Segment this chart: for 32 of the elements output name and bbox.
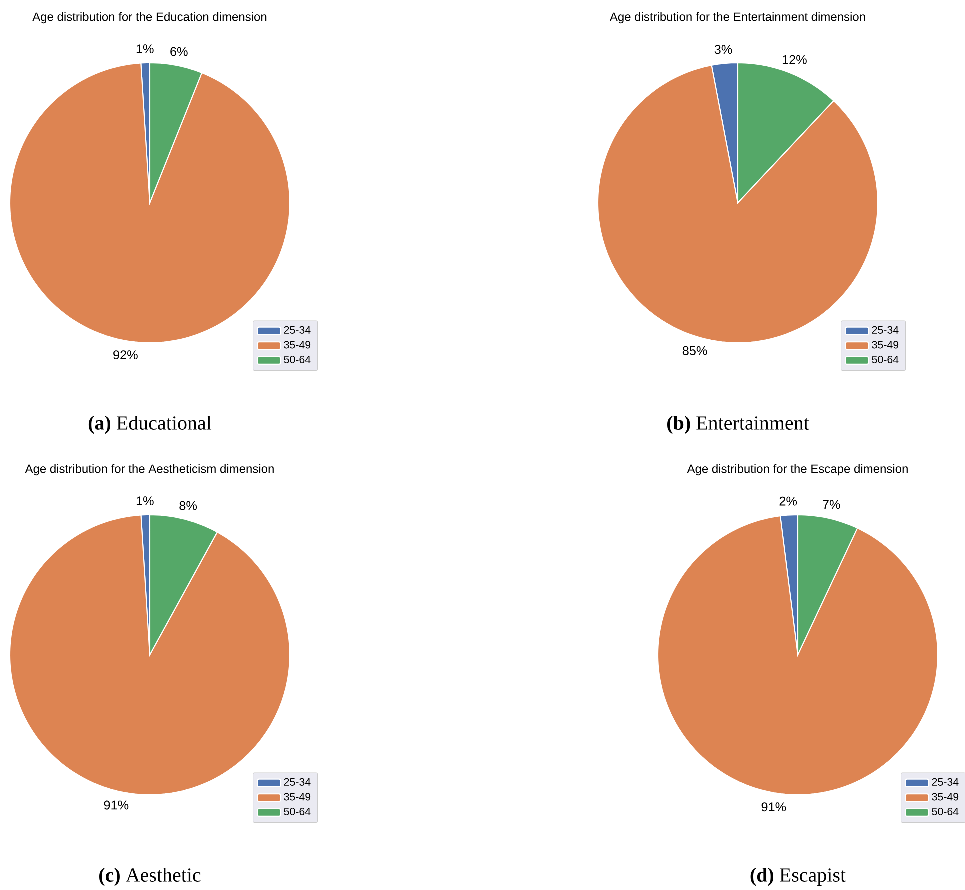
data-label: 12%	[782, 55, 807, 64]
data-label: 6%	[170, 47, 188, 56]
text: (a) Educational	[88, 416, 212, 434]
data-label: 7%	[823, 500, 840, 510]
data-label: 1%	[136, 44, 154, 54]
legend-label: 35-49	[284, 793, 311, 801]
chart-title: Age distribution for the Aestheticism dimension	[25, 464, 274, 476]
data-label: 8%	[180, 501, 198, 510]
legend-label: 35-49	[284, 341, 311, 349]
legend-label: 25-34	[932, 778, 959, 786]
legend-label: 50-64	[872, 356, 899, 364]
data-label: 3%	[714, 45, 732, 54]
data-label: 91%	[104, 800, 129, 810]
data-label: 92%	[114, 350, 138, 360]
chart-title: Age distribution for the Escape dimension	[687, 464, 908, 476]
legend-label: 50-64	[284, 356, 311, 364]
data-label: 91%	[762, 802, 786, 812]
legend-label: 25-34	[284, 778, 311, 786]
chart-title: Age distribution for the Entertainment dimension	[610, 12, 866, 24]
data-label: 85%	[682, 346, 708, 356]
chart-title: Age distribution for the Education dimension	[32, 12, 267, 24]
legend-label: 50-64	[284, 808, 311, 816]
legend-label: 50-64	[932, 808, 959, 816]
text: (d) Escapist	[750, 868, 846, 886]
legend-label: 35-49	[932, 793, 959, 801]
legend-label: 25-34	[284, 326, 311, 334]
data-label: 2%	[780, 496, 798, 506]
data-label: 1%	[136, 496, 154, 506]
text: (b) Entertainment	[668, 416, 810, 434]
text: (c) Aesthetic	[100, 868, 201, 886]
legend-label: 35-49	[872, 341, 899, 349]
legend-label: 25-34	[872, 326, 899, 334]
